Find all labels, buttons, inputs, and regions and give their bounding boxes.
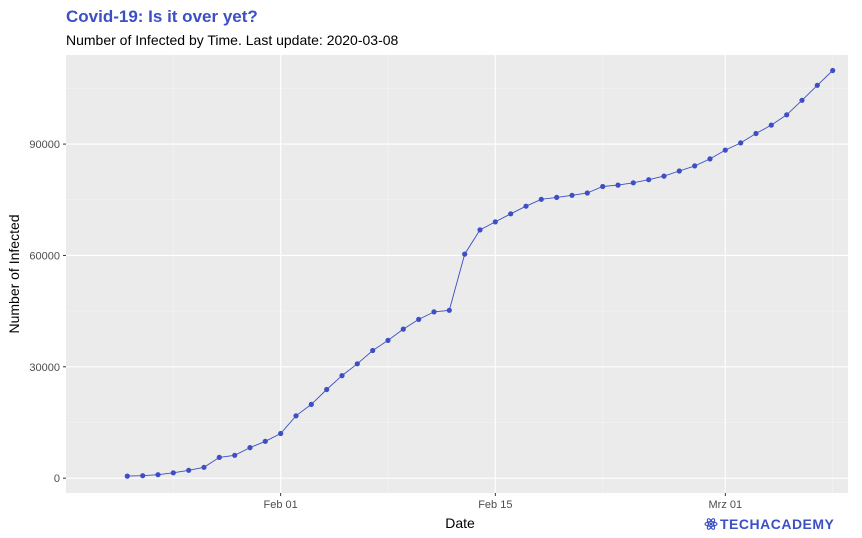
x-axis-title: Date [445, 515, 475, 531]
data-point [293, 413, 299, 419]
atom-icon [704, 518, 718, 530]
data-point [385, 337, 391, 343]
data-point [600, 183, 606, 190]
minor-gridlines [66, 55, 848, 493]
brand-logo: TECHACADEMY [704, 516, 835, 532]
data-point [661, 173, 667, 179]
data-point [201, 464, 207, 470]
data-point [400, 326, 406, 332]
chart-subtitle: Number of Infected by Time. Last update:… [66, 32, 399, 48]
data-point [462, 251, 468, 257]
y-axis-ticks: 0 30000 60000 90000 [29, 139, 66, 485]
data-point [814, 82, 820, 88]
data-point [431, 309, 437, 315]
data-point [308, 401, 314, 407]
data-point [278, 430, 284, 437]
data-point [692, 163, 698, 169]
data-points [124, 67, 836, 479]
data-point [830, 67, 836, 74]
data-point [370, 347, 376, 354]
data-point [339, 373, 345, 379]
data-point [262, 438, 268, 444]
y-tick-label: 90000 [29, 139, 60, 151]
y-tick-label: 30000 [29, 362, 60, 374]
major-gridlines [66, 55, 848, 493]
data-point [140, 473, 146, 479]
data-point [538, 196, 544, 202]
data-point [354, 361, 360, 367]
data-point [186, 467, 192, 473]
x-tick-label: Mrz 01 [709, 499, 743, 511]
chart-title: Covid-19: Is it over yet? [66, 7, 258, 26]
data-point [155, 472, 161, 478]
x-axis-ticks: Feb 01 Feb 15 Mrz 01 [264, 493, 743, 511]
plot-panel [66, 55, 848, 493]
y-tick-label: 60000 [29, 250, 60, 262]
data-point [630, 180, 636, 186]
data-point [676, 168, 682, 174]
data-point [508, 211, 514, 217]
data-point [416, 316, 422, 322]
data-point [124, 473, 130, 479]
x-tick-label: Feb 01 [264, 499, 298, 511]
data-point [247, 445, 253, 451]
data-point [584, 190, 590, 196]
data-point [722, 147, 728, 153]
data-point [477, 227, 483, 233]
data-point [446, 307, 452, 313]
data-point [646, 177, 652, 183]
brand-name: TECHACADEMY [720, 516, 835, 532]
x-tick-label: Feb 15 [478, 499, 512, 511]
data-point [615, 182, 621, 188]
data-point [799, 97, 805, 103]
data-point [324, 386, 330, 393]
data-point [738, 140, 744, 146]
data-point [554, 194, 560, 200]
data-point [768, 122, 774, 128]
y-axis-title: Number of Infected [6, 214, 22, 333]
data-point [784, 112, 790, 118]
data-point [232, 452, 238, 458]
data-point [216, 454, 222, 460]
data-point [523, 203, 529, 209]
data-point [569, 192, 575, 198]
data-point [170, 470, 176, 476]
data-point [707, 156, 713, 162]
data-point [492, 219, 498, 225]
y-tick-label: 0 [54, 473, 60, 485]
data-point [753, 130, 759, 137]
